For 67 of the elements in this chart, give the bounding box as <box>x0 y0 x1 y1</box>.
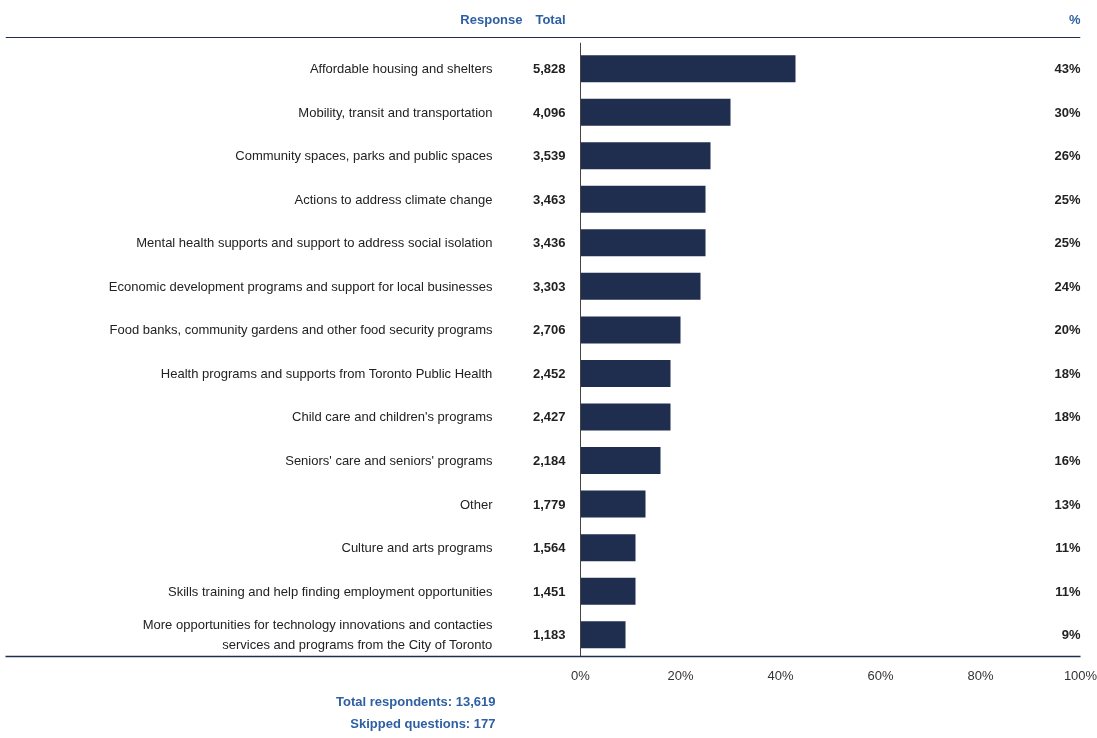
text: 1,564 <box>532 540 567 556</box>
text: Total <box>535 12 566 27</box>
text: 1,183 <box>532 627 566 643</box>
bar <box>580 490 646 518</box>
text: 3,539 <box>532 148 566 164</box>
bar <box>580 359 671 387</box>
bar <box>580 229 706 257</box>
y-tick-label: Mental health supports and support to address social isolation <box>136 235 493 251</box>
bar <box>580 142 711 170</box>
text: 2,452 <box>532 365 566 381</box>
text: 1,779 <box>532 496 566 512</box>
text: 2,427 <box>532 409 566 425</box>
x-tick-label: 60% <box>867 667 894 683</box>
bar <box>580 98 731 126</box>
y-tick-label: Culture and arts programs <box>341 540 493 556</box>
y-tick-label: More opportunities for technology innovations and contacties services and programs from the City of Toronto <box>142 617 493 652</box>
y-tick-label: Other <box>459 496 494 512</box>
data-label: 25% <box>1054 191 1081 207</box>
data-label: 43% <box>1054 61 1081 77</box>
bar <box>580 534 636 562</box>
data-label: 30% <box>1054 104 1081 120</box>
y-tick-label: Seniors' care and seniors' programs <box>285 453 493 469</box>
data-label: 24% <box>1054 278 1081 294</box>
y-tick-label: Actions to address climate change <box>294 191 493 207</box>
bar <box>580 621 626 649</box>
text: 2,706 <box>532 322 566 338</box>
text: 2,184 <box>532 453 567 469</box>
bar <box>580 403 671 431</box>
data-label: 18% <box>1054 365 1081 381</box>
text: % <box>1068 12 1081 27</box>
bar <box>580 316 681 344</box>
text: Skipped questions: 177 <box>350 716 496 732</box>
data-label: 16% <box>1054 453 1081 469</box>
x-tick-label: 20% <box>667 667 694 683</box>
bar <box>580 272 701 300</box>
y-tick-label: Affordable housing and shelters <box>309 61 493 77</box>
bar <box>580 185 706 213</box>
text: Total respondents: 13,619 <box>336 693 496 709</box>
data-label: 13% <box>1054 496 1081 512</box>
x-tick-label: 0% <box>571 667 591 683</box>
text: 1,451 <box>532 583 566 599</box>
bar <box>580 55 796 83</box>
data-label: 20% <box>1054 322 1081 338</box>
y-tick-label: Food banks, community gardens and other food security programs <box>109 322 493 338</box>
data-label: 11% <box>1055 540 1081 556</box>
data-label: 18% <box>1054 409 1081 425</box>
y-tick-label: Community spaces, parks and public spaces <box>235 148 493 164</box>
data-label: 26% <box>1054 148 1081 164</box>
text: 3,303 <box>532 278 566 294</box>
bar <box>580 577 636 605</box>
x-tick-label: 40% <box>767 667 794 683</box>
y-tick-label: Health programs and supports from Toronto Public Health <box>160 365 493 381</box>
y-tick-label: Mobility, transit and transportation <box>298 104 493 120</box>
bar <box>580 447 661 475</box>
x-tick-label: 100% <box>1063 667 1097 683</box>
data-label: 25% <box>1054 235 1081 251</box>
text: 3,436 <box>532 235 566 251</box>
data-label: 9% <box>1061 627 1081 643</box>
data-label: 11% <box>1055 583 1081 599</box>
y-tick-label: Child care and children's programs <box>292 409 493 425</box>
text: 4,096 <box>532 104 566 120</box>
x-tick-label: 80% <box>967 667 994 683</box>
text: 3,463 <box>532 191 566 207</box>
y-tick-label: Skills training and help finding employment opportunities <box>168 583 493 599</box>
text: 5,828 <box>532 61 566 77</box>
y-tick-label: Economic development programs and support for local businesses <box>108 278 493 294</box>
y-axis-title: Response <box>460 12 523 27</box>
